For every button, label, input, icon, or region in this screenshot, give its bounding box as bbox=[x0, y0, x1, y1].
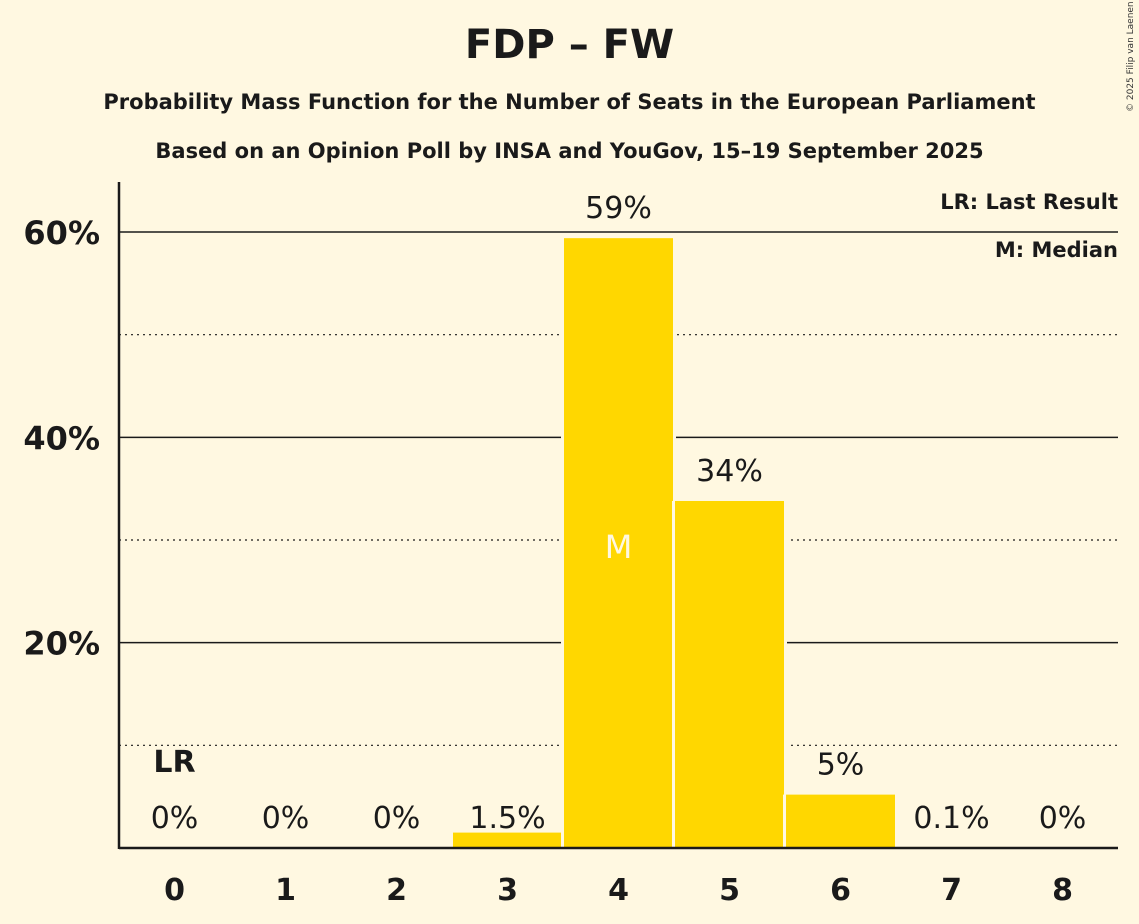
chart-subtitle: Probability Mass Function for the Number… bbox=[103, 90, 1036, 114]
axes bbox=[117, 182, 1118, 850]
data-label: 0% bbox=[151, 801, 199, 836]
y-tick-label: 40% bbox=[23, 419, 100, 457]
data-label: 1.5% bbox=[469, 801, 545, 836]
y-tick-label: 20% bbox=[23, 625, 100, 663]
data-label: 0% bbox=[262, 801, 310, 836]
x-tick-label: 1 bbox=[275, 873, 296, 908]
bar bbox=[453, 832, 562, 848]
x-tick-label: 4 bbox=[608, 873, 629, 908]
labels: 20% 40% 60% 0% 0 LR 0% 1 0% 2 1.5% 3 59% 4 M 34% 5 5% 6 0.1… bbox=[23, 191, 1086, 908]
x-tick-label: 7 bbox=[941, 873, 962, 908]
chart-title: FDP – FW bbox=[464, 22, 675, 68]
bars bbox=[450, 238, 1009, 848]
data-label: 0% bbox=[1039, 801, 1087, 836]
legend-median: M: Median bbox=[995, 238, 1118, 262]
bar bbox=[786, 794, 895, 848]
x-tick-label: 2 bbox=[386, 873, 407, 908]
x-tick-label: 8 bbox=[1052, 873, 1073, 908]
chart-source-subtitle: Based on an Opinion Poll by INSA and You… bbox=[155, 139, 984, 163]
data-label: 5% bbox=[817, 748, 865, 783]
data-label: 0% bbox=[373, 801, 421, 836]
y-tick-label: 60% bbox=[23, 214, 100, 252]
bar bbox=[564, 238, 673, 848]
x-tick-label: 0 bbox=[164, 873, 185, 908]
data-label: 59% bbox=[585, 191, 652, 226]
x-tick-label: 5 bbox=[719, 873, 740, 908]
bar bbox=[675, 500, 784, 848]
legend-last-result: LR: Last Result bbox=[940, 190, 1118, 214]
x-tick-label: 6 bbox=[830, 873, 851, 908]
median-marker: M bbox=[605, 528, 633, 566]
data-label: 34% bbox=[696, 454, 763, 489]
x-tick-label: 3 bbox=[497, 873, 518, 908]
last-result-marker: LR bbox=[153, 745, 195, 780]
data-label: 0.1% bbox=[913, 801, 989, 836]
